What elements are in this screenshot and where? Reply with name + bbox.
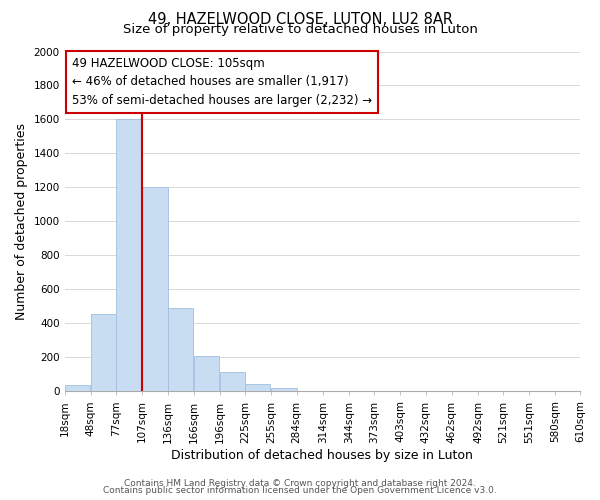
Bar xyxy=(296,390,322,392)
Text: 49 HAZELWOOD CLOSE: 105sqm
← 46% of detached houses are smaller (1,917)
53% of s: 49 HAZELWOOD CLOSE: 105sqm ← 46% of deta… xyxy=(73,56,373,106)
Text: 49, HAZELWOOD CLOSE, LUTON, LU2 8AR: 49, HAZELWOOD CLOSE, LUTON, LU2 8AR xyxy=(148,12,452,28)
Bar xyxy=(142,188,167,392)
X-axis label: Distribution of detached houses by size in Luton: Distribution of detached houses by size … xyxy=(172,450,473,462)
Text: Contains HM Land Registry data © Crown copyright and database right 2024.: Contains HM Land Registry data © Crown c… xyxy=(124,478,476,488)
Bar xyxy=(167,308,193,392)
Bar xyxy=(65,386,90,392)
Bar xyxy=(91,314,116,392)
Bar xyxy=(116,120,142,392)
Bar xyxy=(220,372,245,392)
Bar xyxy=(194,356,219,392)
Y-axis label: Number of detached properties: Number of detached properties xyxy=(15,123,28,320)
Text: Size of property relative to detached houses in Luton: Size of property relative to detached ho… xyxy=(122,22,478,36)
Bar xyxy=(271,388,296,392)
Bar xyxy=(245,384,271,392)
Text: Contains public sector information licensed under the Open Government Licence v3: Contains public sector information licen… xyxy=(103,486,497,495)
